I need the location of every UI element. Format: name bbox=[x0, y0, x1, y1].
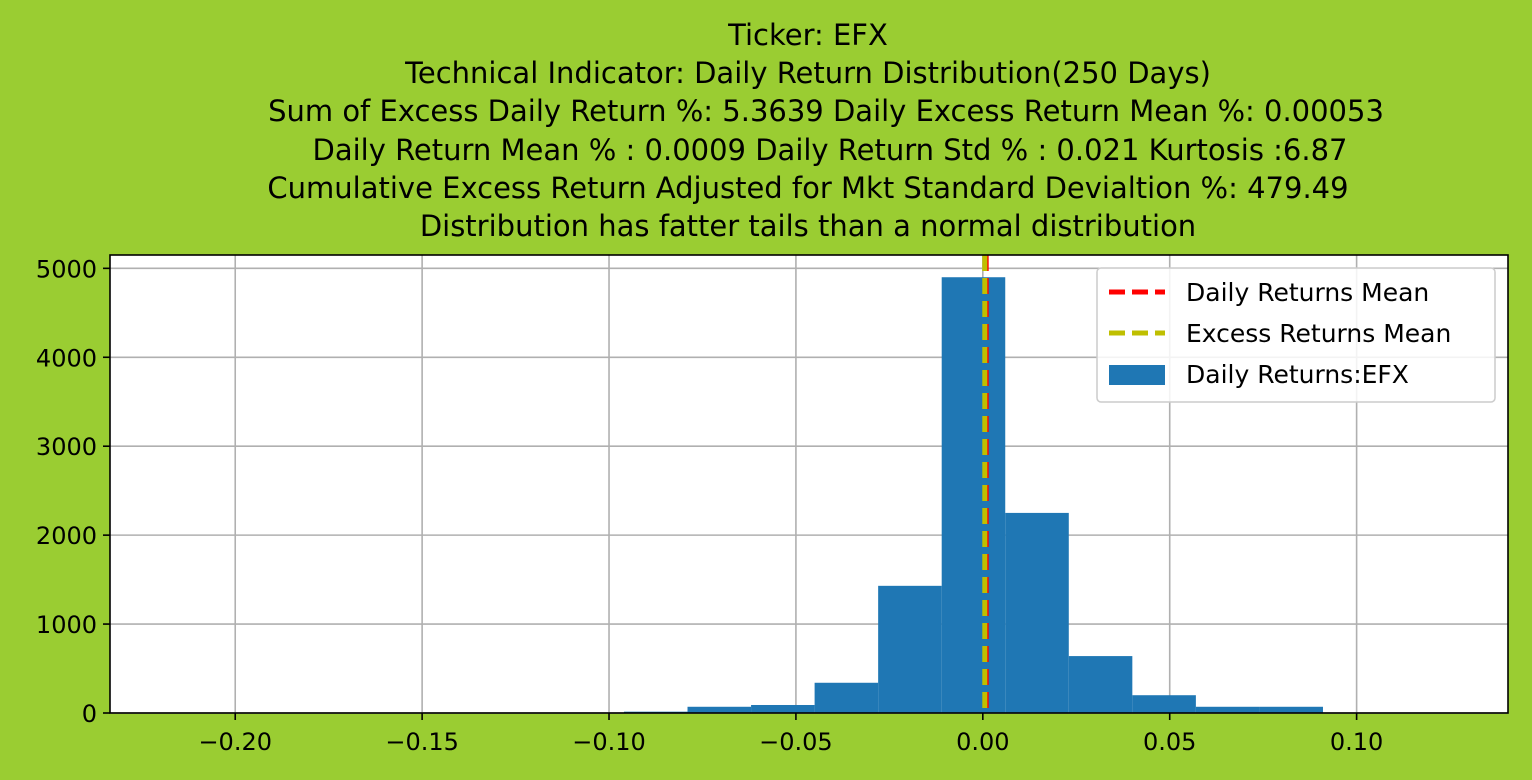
plot-frame bbox=[109, 254, 1509, 714]
legend-bars-label: Daily Returns:EFX bbox=[1186, 360, 1409, 389]
y-tick-label: 5000 bbox=[36, 255, 97, 283]
legend-excess-mean-label: Excess Returns Mean bbox=[1186, 319, 1451, 348]
title-line-6: Distribution has fatter tails than a nor… bbox=[420, 209, 1196, 243]
legend-bars-swatch bbox=[1109, 365, 1165, 385]
histogram-bar bbox=[878, 585, 942, 713]
title-line-5: Cumulative Excess Return Adjusted for Mk… bbox=[267, 171, 1348, 205]
legend-daily-mean-label: Daily Returns Mean bbox=[1186, 278, 1429, 307]
legend: Daily Returns Mean Excess Returns Mean D… bbox=[1096, 267, 1496, 403]
histogram-bar bbox=[814, 682, 879, 713]
histogram-bars bbox=[623, 277, 1323, 713]
histogram-bar bbox=[1259, 706, 1323, 713]
histogram-bar bbox=[1132, 695, 1196, 713]
histogram-bar bbox=[1005, 512, 1069, 713]
y-axis-ticks: 0 1000 2000 3000 4000 5000 bbox=[36, 255, 110, 728]
x-tick-label: −0.05 bbox=[759, 728, 833, 756]
title-line-3: Sum of Excess Daily Return %: 5.3639 Dai… bbox=[268, 94, 1384, 128]
y-tick-label: 4000 bbox=[36, 344, 97, 372]
x-tick-label: 0.10 bbox=[1330, 728, 1383, 756]
chart-title: Ticker: EFX Technical Indicator: Daily R… bbox=[267, 18, 1384, 243]
histogram-bar bbox=[1068, 656, 1133, 713]
mean-lines bbox=[982, 255, 989, 713]
x-axis-ticks: −0.20 −0.15 −0.10 −0.05 0.00 0.05 0.10 bbox=[198, 713, 1383, 756]
y-tick-label: 3000 bbox=[36, 433, 97, 461]
histogram-bar bbox=[687, 706, 752, 713]
title-line-2: Technical Indicator: Daily Return Distri… bbox=[404, 56, 1211, 90]
legend-box bbox=[1096, 267, 1496, 403]
histogram-bar bbox=[751, 704, 815, 713]
x-tick-label: −0.10 bbox=[572, 728, 646, 756]
x-tick-label: 0.00 bbox=[956, 728, 1009, 756]
y-tick-label: 1000 bbox=[36, 611, 97, 639]
title-line-4: Daily Return Mean % : 0.0009 Daily Retur… bbox=[312, 133, 1347, 167]
y-tick-label: 0 bbox=[82, 700, 97, 728]
histogram-bar bbox=[941, 277, 1006, 713]
x-tick-label: −0.20 bbox=[198, 728, 272, 756]
x-tick-label: −0.15 bbox=[385, 728, 459, 756]
x-tick-label: 0.05 bbox=[1143, 728, 1196, 756]
y-tick-label: 2000 bbox=[36, 522, 97, 550]
title-line-1: Ticker: EFX bbox=[727, 18, 888, 52]
histogram-bar bbox=[1195, 706, 1260, 713]
